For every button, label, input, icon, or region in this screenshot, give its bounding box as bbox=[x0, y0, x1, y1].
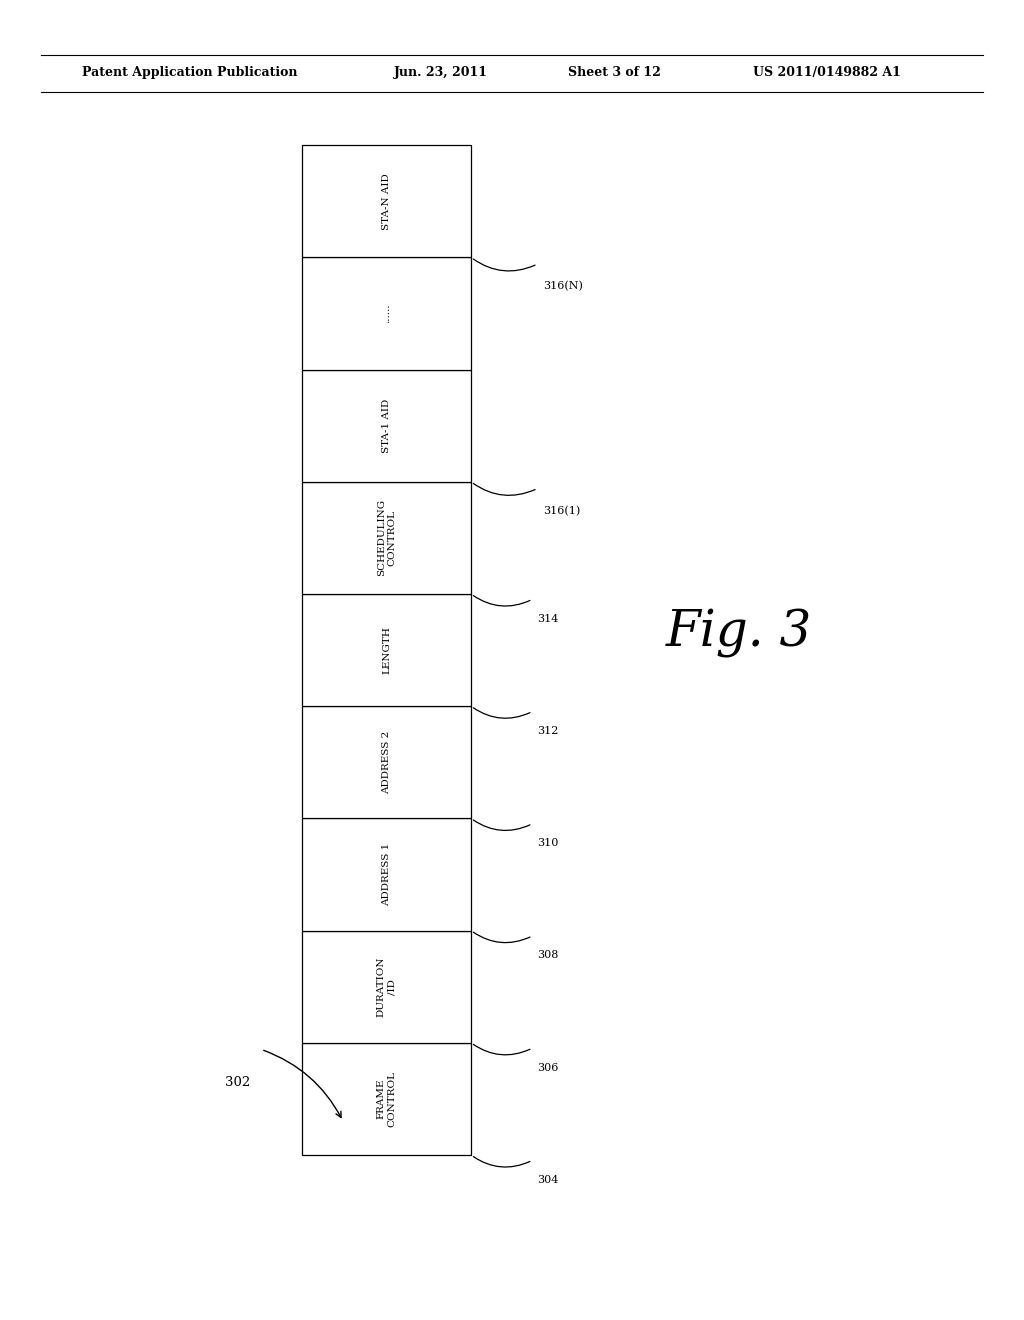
Text: 312: 312 bbox=[538, 726, 559, 737]
Text: 306: 306 bbox=[538, 1063, 559, 1073]
Text: 314: 314 bbox=[538, 614, 559, 624]
Text: 316(1): 316(1) bbox=[543, 506, 580, 516]
Text: 302: 302 bbox=[225, 1076, 251, 1089]
Text: STA-1 AID: STA-1 AID bbox=[382, 399, 391, 453]
Text: 304: 304 bbox=[538, 1175, 559, 1185]
Bar bbox=[302, 818, 471, 931]
Bar bbox=[302, 1043, 471, 1155]
Bar bbox=[302, 370, 471, 482]
Bar bbox=[302, 257, 471, 370]
Text: ADDRESS 2: ADDRESS 2 bbox=[382, 731, 391, 793]
Bar bbox=[302, 482, 471, 594]
Text: 308: 308 bbox=[538, 950, 559, 961]
Text: FRAME
CONTROL: FRAME CONTROL bbox=[377, 1071, 396, 1127]
Text: DURATION
/ID: DURATION /ID bbox=[377, 957, 396, 1016]
Text: ......: ...... bbox=[382, 304, 391, 323]
Bar bbox=[302, 706, 471, 818]
Text: SCHEDULING
CONTROL: SCHEDULING CONTROL bbox=[377, 499, 396, 577]
Text: Jun. 23, 2011: Jun. 23, 2011 bbox=[394, 66, 488, 79]
Bar bbox=[302, 594, 471, 706]
Text: Sheet 3 of 12: Sheet 3 of 12 bbox=[568, 66, 662, 79]
Text: US 2011/0149882 A1: US 2011/0149882 A1 bbox=[753, 66, 900, 79]
Text: ADDRESS 1: ADDRESS 1 bbox=[382, 843, 391, 906]
Text: LENGTH: LENGTH bbox=[382, 626, 391, 675]
Text: Patent Application Publication: Patent Application Publication bbox=[82, 66, 297, 79]
Text: Fig. 3: Fig. 3 bbox=[666, 609, 812, 659]
Text: 310: 310 bbox=[538, 838, 559, 849]
Text: STA-N AID: STA-N AID bbox=[382, 173, 391, 230]
Bar bbox=[302, 931, 471, 1043]
Bar bbox=[302, 145, 471, 257]
Text: 316(N): 316(N) bbox=[543, 281, 583, 292]
